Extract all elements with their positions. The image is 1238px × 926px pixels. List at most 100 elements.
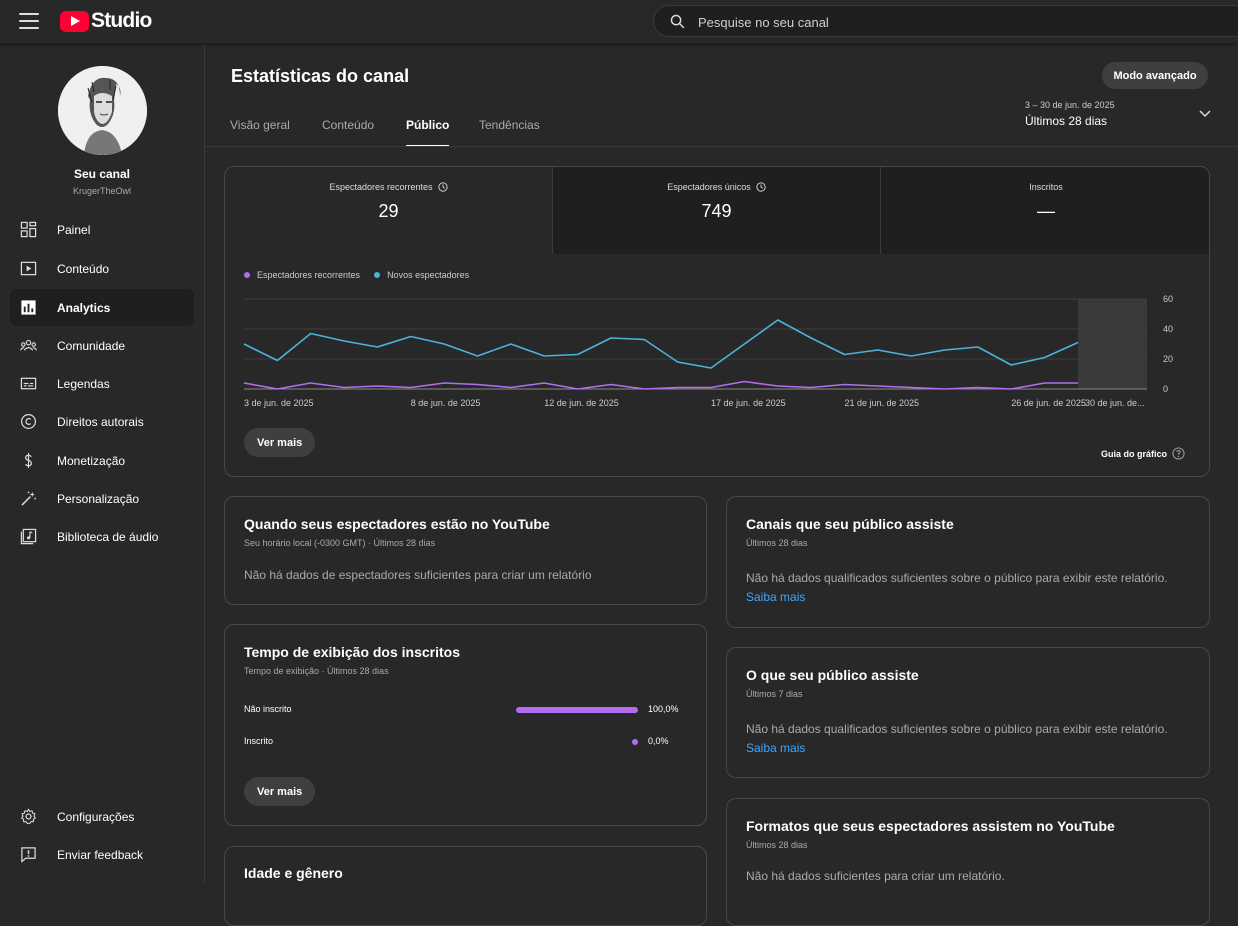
sidebar-item-label: Conteúdo: [57, 262, 110, 276]
card-title: Tempo de exibição dos inscritos: [244, 644, 461, 660]
x-tick-label: 30 de jun. de...: [1085, 398, 1145, 408]
sidebar-item-conteudo[interactable]: Conteúdo: [10, 250, 194, 287]
sidebar-item-legendas[interactable]: Legendas: [10, 365, 194, 402]
metric-subscribers[interactable]: Inscritos —: [881, 167, 1209, 254]
card-message: Não há dados de espectadores suficientes…: [244, 568, 592, 582]
bar-track: [516, 707, 638, 713]
date-range-selector[interactable]: 3 – 30 de jun. de 2025 Últimos 28 dias: [1025, 100, 1215, 132]
sidebar-item-analytics[interactable]: Analytics: [10, 289, 194, 326]
chart-guide-link[interactable]: Guia do gráfico: [1101, 447, 1185, 460]
row-label: Não inscrito: [244, 704, 292, 714]
returning-viewers-line: [243, 380, 1078, 390]
card-subtitle: Seu horário local (-0300 GMT) · Últimos …: [244, 538, 436, 548]
sidebar-item-comunidade[interactable]: Comunidade: [10, 327, 194, 364]
sidebar-item-label: Monetização: [57, 454, 126, 468]
sidebar-item-biblioteca-de-audio[interactable]: Biblioteca de áudio: [10, 518, 194, 555]
youtube-play-icon: [60, 10, 89, 32]
sidebar-item-label: Biblioteca de áudio: [57, 530, 159, 544]
date-range-label: Últimos 28 dias: [1025, 114, 1108, 128]
legend-dot: [374, 272, 381, 278]
audio-library-icon: [20, 528, 37, 545]
chart-legend: Espectadores recorrentes Novos espectado…: [244, 270, 469, 280]
sidebar-item-label: Personalização: [57, 492, 140, 506]
tab-visao-geral[interactable]: Visão geral: [230, 118, 290, 132]
tab-publico[interactable]: Público: [406, 118, 450, 147]
card-title: O que seu público assiste: [746, 667, 919, 683]
channels-audience-watches-card: Canais que seu público assiste Últimos 2…: [726, 496, 1210, 628]
legend-item-returning[interactable]: Espectadores recorrentes: [244, 270, 360, 280]
advanced-mode-button[interactable]: Modo avançado: [1102, 62, 1208, 89]
dashboard-icon: [20, 221, 37, 238]
metric-label-wrap: Espectadores recorrentes: [329, 182, 448, 192]
viewers-line-chart[interactable]: 60 40 20 0 3 de jun. de 2025 8 de jun. de 202…: [225, 287, 1210, 417]
sidebar-item-label: Analytics: [57, 301, 111, 315]
tab-conteudo[interactable]: Conteúdo: [322, 118, 375, 132]
top-bar: Studio: [0, 0, 1238, 44]
sidebar-item-direitos-autorais[interactable]: Direitos autorais: [10, 403, 194, 440]
learn-more-link[interactable]: Saiba mais: [746, 741, 806, 755]
sidebar-item-enviar-feedback[interactable]: Enviar feedback: [10, 836, 194, 873]
page-title: Estatísticas do canal: [231, 66, 410, 86]
x-tick-label: 21 de jun. de 2025: [844, 398, 919, 408]
metric-value: 749: [701, 201, 732, 221]
logo-text: Studio: [91, 9, 152, 32]
subscriber-watch-time-card: Tempo de exibição dos inscritos Tempo de…: [224, 624, 707, 826]
sidebar-item-label: Enviar feedback: [57, 848, 144, 862]
x-tick-label: 17 de jun. de 2025: [711, 398, 786, 408]
card-title: Quando seus espectadores estão no YouTub…: [244, 516, 550, 532]
search-icon[interactable]: [669, 13, 686, 30]
sidebar: Seu canal KrugerTheOwl Painel Conteúdo A…: [0, 44, 205, 883]
x-tick-label: 26 de jun. de 2025: [1011, 398, 1086, 408]
new-viewers-line: [243, 319, 1079, 369]
see-more-button[interactable]: Ver mais: [244, 777, 316, 806]
y-tick-label: 40: [1163, 324, 1173, 334]
card-subtitle: Tempo de exibição · Últimos 28 dias: [244, 666, 389, 676]
learn-more-link[interactable]: Saiba mais: [746, 590, 806, 604]
metric-label-wrap: Espectadores únicos: [667, 182, 766, 192]
legend-dot: [244, 272, 250, 278]
magic-wand-icon: [21, 491, 36, 506]
youtube-studio-logo[interactable]: Studio: [60, 9, 152, 33]
search-box[interactable]: [653, 5, 1238, 37]
card-subtitle: Últimos 28 dias: [746, 538, 808, 548]
channel-avatar[interactable]: [58, 66, 147, 155]
feedback-icon: [21, 847, 36, 863]
sidebar-item-painel[interactable]: Painel: [10, 211, 194, 248]
card-message: Não há dados suficientes para criar um r…: [746, 869, 1005, 883]
viewer-formats-card: Formatos que seus espectadores assistem …: [726, 798, 1210, 926]
metric-value: 29: [378, 201, 399, 221]
legend-item-new[interactable]: Novos espectadores: [374, 270, 469, 280]
subtitles-icon: [20, 377, 37, 390]
sidebar-item-label: Configurações: [57, 810, 135, 824]
sidebar-item-monetizacao[interactable]: Monetização: [10, 442, 194, 479]
card-subtitle: Últimos 28 dias: [746, 840, 808, 850]
metric-returning-viewers[interactable]: Espectadores recorrentes 29: [225, 167, 552, 254]
legend-label: Espectadores recorrentes: [257, 270, 361, 280]
metric-unique-viewers[interactable]: Espectadores únicos 749: [552, 167, 881, 254]
metric-label: Espectadores recorrentes: [329, 182, 433, 192]
menu-icon[interactable]: [19, 13, 39, 29]
gear-icon: [20, 808, 37, 825]
x-tick-label: 3 de jun. de 2025: [244, 398, 314, 408]
row-percent: 100,0%: [648, 704, 679, 714]
row-label: Inscrito: [244, 736, 274, 746]
channel-handle: KrugerTheOwl: [72, 186, 132, 196]
x-tick-label: 8 de jun. de 2025: [411, 398, 481, 408]
channel-name: Seu canal: [73, 167, 131, 181]
analytics-icon: [21, 300, 36, 315]
see-more-button[interactable]: Ver mais: [244, 428, 316, 457]
sidebar-item-configuracoes[interactable]: Configurações: [10, 798, 194, 835]
sidebar-item-personalizacao[interactable]: Personalização: [10, 480, 194, 517]
x-tick-label: 12 de jun. de 2025: [544, 398, 619, 408]
card-title: Formatos que seus espectadores assistem …: [746, 818, 1115, 834]
what-audience-watches-card: O que seu público assiste Últimos 7 dias…: [726, 647, 1210, 778]
search-input[interactable]: [698, 12, 1198, 32]
header-divider: [205, 146, 1238, 147]
y-tick-label: 60: [1163, 294, 1173, 304]
card-message: Não há dados qualificados suficientes so…: [746, 571, 1168, 585]
y-tick-label: 20: [1163, 354, 1173, 364]
card-subtitle: Últimos 7 dias: [746, 689, 803, 699]
metric-label: Inscritos: [1029, 182, 1063, 192]
tab-tendencias[interactable]: Tendências: [479, 118, 540, 132]
metric-value: —: [1037, 201, 1055, 221]
